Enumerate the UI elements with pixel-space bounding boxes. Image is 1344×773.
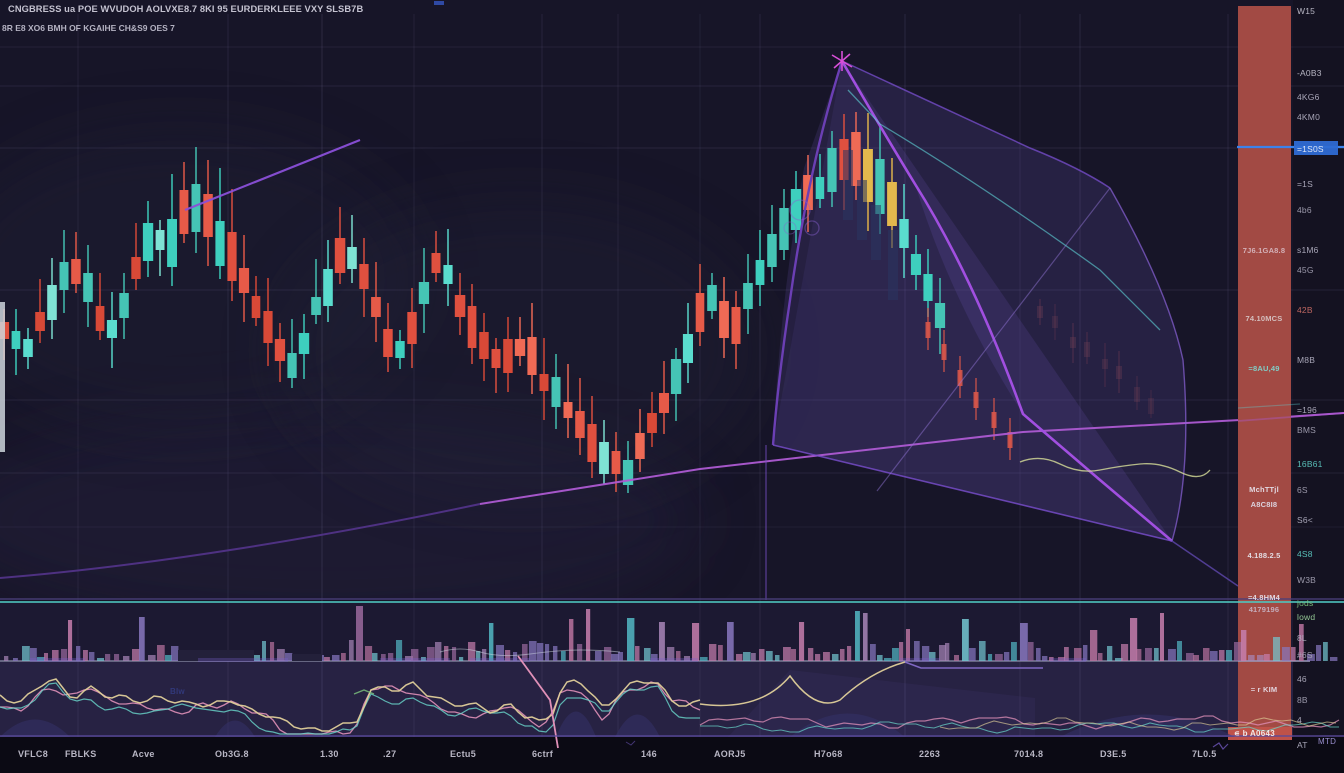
svg-text:Ob3G.8: Ob3G.8	[215, 749, 249, 759]
svg-text:.27: .27	[383, 749, 396, 759]
svg-text:jods: jods	[1296, 598, 1313, 608]
svg-text:= r KIM: = r KIM	[1251, 685, 1278, 694]
svg-text:=196: =196	[1297, 405, 1317, 415]
svg-text:4S8: 4S8	[1297, 549, 1313, 559]
svg-text:-A0B3: -A0B3	[1297, 68, 1322, 78]
svg-text:=4.8HM4: =4.8HM4	[1248, 593, 1281, 602]
svg-text:Blw: Blw	[170, 687, 185, 696]
svg-text:6S: 6S	[1297, 485, 1308, 495]
svg-text:S6<: S6<	[1297, 515, 1313, 525]
svg-text:=8AU,49: =8AU,49	[1248, 364, 1279, 373]
svg-text:8L: 8L	[1297, 633, 1307, 643]
svg-text:4: 4	[1297, 715, 1302, 725]
svg-text:H7o68: H7o68	[814, 749, 843, 759]
svg-text:D3E.5: D3E.5	[1100, 749, 1127, 759]
svg-text:4KG6: 4KG6	[1297, 92, 1320, 102]
svg-text:∊ b A0643: ∊ b A0643	[1234, 729, 1275, 738]
svg-text:1.30: 1.30	[320, 749, 339, 759]
svg-text:MchTTjl: MchTTjl	[1249, 485, 1279, 494]
svg-text:BMS: BMS	[1297, 425, 1316, 435]
svg-text:74.10MCS: 74.10MCS	[1245, 314, 1282, 323]
svg-text:16B61: 16B61	[1297, 459, 1323, 469]
svg-text:4KM0: 4KM0	[1297, 112, 1320, 122]
svg-text:7J6.1GA8.8: 7J6.1GA8.8	[1243, 246, 1285, 255]
svg-text:45G: 45G	[1297, 265, 1314, 275]
svg-text:4b6: 4b6	[1297, 205, 1312, 215]
svg-text:4.188.2.5: 4.188.2.5	[1247, 551, 1280, 560]
svg-text:7L0.5: 7L0.5	[1192, 749, 1217, 759]
svg-text:W15: W15	[1297, 6, 1315, 16]
svg-text:4179196: 4179196	[1249, 605, 1280, 614]
svg-text:M8B: M8B	[1297, 355, 1315, 365]
svg-text:CNGBRESS ua POE WVUDOH AOLVXE8: CNGBRESS ua POE WVUDOH AOLVXE8.7 8KI 95 …	[8, 4, 363, 14]
svg-text:42B: 42B	[1297, 305, 1313, 315]
svg-text:=1S0S: =1S0S	[1297, 144, 1324, 154]
svg-text:8R E8 XO6 BMH OF KGAIHE CH&S9: 8R E8 XO6 BMH OF KGAIHE CH&S9 OES 7	[2, 23, 175, 33]
svg-text:MTD: MTD	[1318, 737, 1336, 746]
svg-text:8B: 8B	[1297, 695, 1308, 705]
svg-text:46: 46	[1297, 674, 1307, 684]
svg-text:Ectu5: Ectu5	[450, 749, 476, 759]
svg-text:s1M6: s1M6	[1297, 245, 1319, 255]
svg-text:2263: 2263	[919, 749, 940, 759]
svg-text:7014.8: 7014.8	[1014, 749, 1043, 759]
svg-text:lowd: lowd	[1297, 612, 1315, 622]
svg-text:Acve: Acve	[132, 749, 155, 759]
svg-text:W3B: W3B	[1297, 575, 1316, 585]
svg-text:VFLC8: VFLC8	[18, 749, 48, 759]
svg-text:146: 146	[641, 749, 657, 759]
svg-text:FBLKS: FBLKS	[65, 749, 97, 759]
svg-text:6ctrf: 6ctrf	[532, 749, 554, 759]
svg-text:#6S: #6S	[1297, 650, 1313, 660]
svg-text:=1S: =1S	[1297, 179, 1313, 189]
svg-text:AT: AT	[1297, 740, 1308, 750]
svg-text:A8C8I8: A8C8I8	[1251, 500, 1278, 509]
svg-text:AORJ5: AORJ5	[714, 749, 746, 759]
